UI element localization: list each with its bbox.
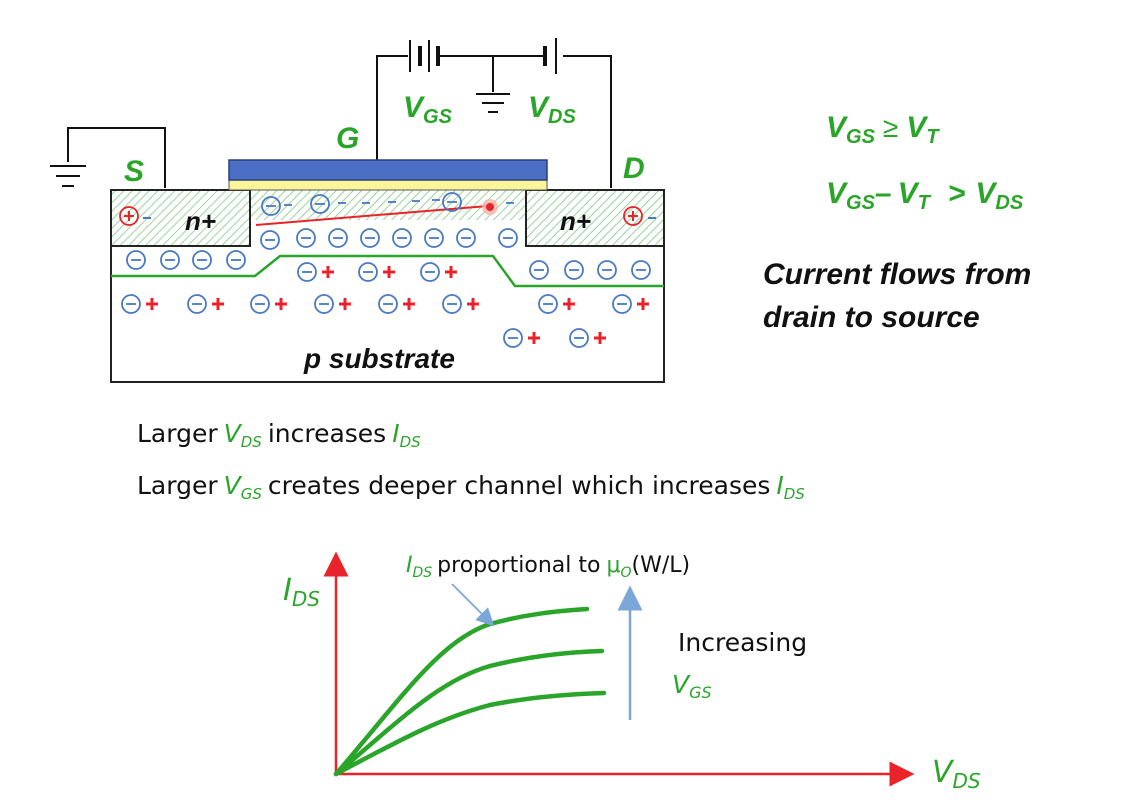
gate-oxide <box>228 179 548 191</box>
note-vds: Larger VDS increases IDS <box>137 419 421 451</box>
increasing-label: Increasing <box>678 628 807 657</box>
current-flow-caption-line1: Current flows from <box>763 258 1031 291</box>
source-nplus-region <box>110 189 251 247</box>
equation-vgs-minus-vt-gt-vds: VGS– VT > VDS <box>826 177 1024 214</box>
gate-label: G <box>336 122 359 155</box>
depletion-ions <box>126 250 651 280</box>
increasing-vgs-label: VGS <box>672 670 712 702</box>
source-label: S <box>124 155 144 188</box>
ground-icon-center <box>476 93 510 113</box>
curve-annotation: IDS proportional to μO(W/L) <box>406 553 690 581</box>
graph-x-label: VDS <box>932 755 981 793</box>
vgs-battery-icon <box>409 40 440 72</box>
source-nplus-label: n+ <box>185 206 216 236</box>
graph-y-label: IDS <box>283 573 320 611</box>
vgs-circuit-label: VGS <box>403 91 453 128</box>
channel-electrons-row2 <box>260 228 518 250</box>
bias-circuit <box>67 55 612 188</box>
vds-circuit-label: VDS <box>528 91 576 128</box>
donor-ion-icons <box>119 206 656 226</box>
iv-curve-high <box>333 606 590 777</box>
channel-current-line <box>255 205 489 226</box>
annotation-arrow <box>451 583 495 627</box>
depletion-boundary <box>111 254 664 288</box>
ground-icon-source <box>50 165 86 187</box>
drain-nplus-region <box>525 189 665 247</box>
current-flow-caption-line2: drain to source <box>763 301 980 334</box>
iv-curve-mid <box>333 648 605 777</box>
iv-curves <box>333 606 607 777</box>
gate-electrode <box>228 159 548 181</box>
drain-nplus-label: n+ <box>560 206 591 236</box>
vds-battery-icon <box>543 38 557 74</box>
drain-label: D <box>623 152 645 185</box>
channel-electrons <box>261 192 514 216</box>
equation-vgs-gte-vt: VGS ≥ VT <box>826 111 940 148</box>
note-vgs: Larger VGS creates deeper channel which in… <box>137 471 805 503</box>
iv-curve-low <box>333 690 607 777</box>
p-substrate-label: p substrate <box>303 343 455 374</box>
ion-pair-group <box>121 262 632 348</box>
hole-plus-signs <box>146 266 649 344</box>
